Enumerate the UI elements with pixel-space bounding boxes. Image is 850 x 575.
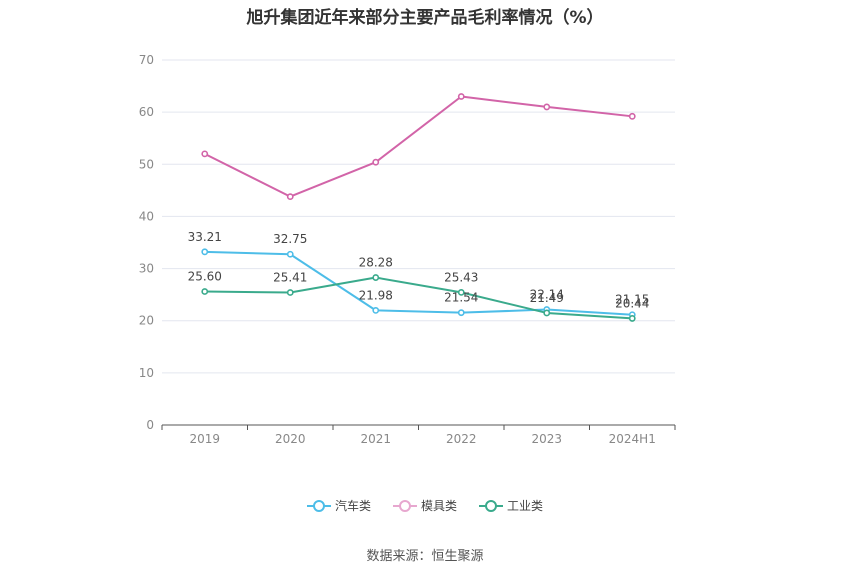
data-label: 21.98 (359, 288, 393, 302)
legend-item[interactable]: 工业类 (479, 497, 543, 514)
chart-title: 旭升集团近年来部分主要产品毛利率情况（%） (246, 8, 604, 28)
data-point (628, 112, 636, 120)
data-point (286, 250, 294, 258)
data-label: 32.75 (273, 232, 307, 246)
y-tick-label: 70 (139, 53, 154, 67)
x-tick-label: 2019 (189, 432, 220, 446)
x-tick-label: 2022 (446, 432, 477, 446)
data-point (286, 193, 294, 201)
data-label: 28.28 (359, 256, 393, 270)
x-tick-label: 2024H1 (609, 432, 656, 446)
legend-item[interactable]: 汽车类 (306, 497, 371, 514)
legend-label: 工业类 (507, 499, 544, 513)
data-label: 33.21 (188, 230, 222, 244)
data-point (457, 93, 465, 100)
x-tick-label: 2020 (275, 432, 306, 446)
legend: 汽车类 模具类 工业类 (0, 497, 850, 514)
y-tick-label: 10 (139, 366, 154, 380)
data-point (286, 289, 294, 296)
y-tick-label: 30 (139, 262, 154, 276)
data-point (628, 315, 636, 322)
data-point (372, 306, 380, 314)
y-tick-label: 60 (139, 105, 154, 119)
data-label: 25.43 (444, 270, 478, 284)
data-point (457, 309, 465, 317)
axes: 0 10 20 30 40 50 60 70 2019 2020 2021 2022 2023 2024H… (139, 53, 676, 446)
legend-marker-icon (479, 499, 503, 512)
source-note: 数据来源：恒生聚源 (366, 549, 484, 564)
data-label: 25.60 (188, 270, 222, 284)
data-point (201, 288, 209, 295)
data-label: 21.54 (444, 291, 478, 305)
y-tick-label: 20 (139, 314, 154, 328)
data-label: 20.44 (615, 296, 649, 310)
data-label: 21.15 (615, 293, 649, 307)
data-label: 22.14 (530, 288, 564, 302)
data-point (201, 150, 209, 158)
data-point (543, 309, 551, 317)
legend-marker-icon (392, 499, 417, 512)
gridlines (162, 59, 675, 374)
legend-label: 汽车类 (334, 499, 371, 513)
data-label: 25.41 (273, 271, 307, 285)
data-point (372, 158, 380, 166)
series-line-3 (204, 276, 633, 320)
legend-label: 模具类 (420, 499, 457, 513)
series-line-2 (204, 95, 633, 198)
data-labels: 33.21 32.75 21.98 21.54 22.14 21.15 25.60 25.41… (188, 230, 650, 311)
series-line-1 (204, 250, 633, 316)
data-point (543, 103, 551, 111)
legend-item[interactable]: 模具类 (392, 497, 457, 514)
data-point (372, 274, 380, 281)
series-lines (201, 93, 636, 322)
x-tick-label: 2021 (360, 432, 391, 446)
data-point (457, 289, 465, 296)
y-tick-label: 40 (139, 209, 154, 223)
legend-marker-icon (306, 499, 331, 512)
x-tick-label: 2023 (531, 432, 562, 446)
y-tick-label: 50 (139, 157, 154, 171)
y-tick-label: 0 (146, 418, 154, 432)
data-label: 21.49 (530, 291, 564, 305)
data-point (201, 248, 209, 256)
